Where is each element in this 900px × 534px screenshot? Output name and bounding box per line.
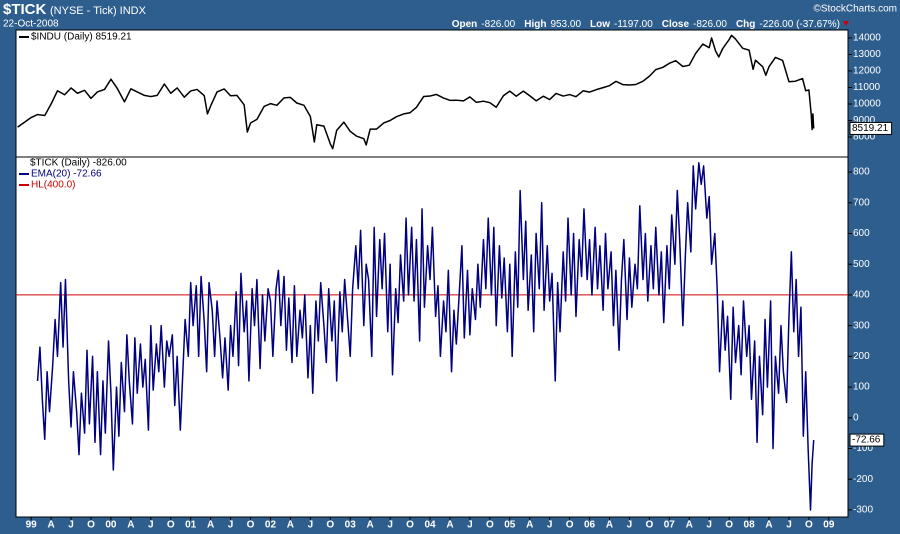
y-tick-label: 11000	[853, 82, 881, 93]
x-tick-label: J	[706, 520, 712, 531]
last-value-label: 8519.21	[852, 123, 889, 134]
y-tick-label: -100	[853, 443, 873, 454]
x-tick-label: J	[68, 520, 74, 531]
quote-value: 953.00	[550, 19, 581, 30]
x-tick-label: J	[467, 520, 473, 531]
quote-value: -826.00	[481, 19, 515, 30]
x-tick-label: A	[606, 520, 613, 531]
x-tick-label: A	[47, 520, 54, 531]
x-tick-label: 09	[823, 520, 835, 531]
x-tick-label: O	[805, 520, 813, 531]
y-tick-label: 200	[853, 351, 870, 362]
y-tick-label: 14000	[853, 33, 881, 44]
x-tick-label: A	[526, 520, 533, 531]
change-arrow	[843, 21, 849, 26]
x-tick-label: O	[725, 520, 733, 531]
x-tick-label: J	[308, 520, 314, 531]
symbol: $TICK	[3, 1, 47, 18]
x-tick-label: O	[87, 520, 95, 531]
credit: ©StockCharts.com	[813, 4, 897, 15]
y-tick-label: 300	[853, 320, 870, 331]
panel-title: $TICK (Daily) -826.00	[30, 158, 127, 169]
quote-value: -826.00	[693, 19, 727, 30]
y-tick-label: 400	[853, 290, 870, 301]
x-tick-label: A	[127, 520, 134, 531]
series-line	[36, 162, 815, 511]
quote-label: Chg	[736, 19, 755, 30]
y-tick-label: 8000	[853, 132, 876, 143]
legend-label: EMA(20) -72.66	[31, 169, 102, 180]
date: 22-Oct-2008	[3, 19, 59, 30]
x-tick-label: 01	[185, 520, 197, 531]
x-tick-label: A	[686, 520, 693, 531]
x-tick-label: 05	[504, 520, 516, 531]
series-line	[17, 34, 815, 150]
x-tick-label: J	[148, 520, 154, 531]
y-tick-label: 500	[853, 259, 870, 270]
x-tick-label: O	[326, 520, 334, 531]
y-tick-label: 800	[853, 167, 870, 178]
y-tick-label: 10000	[853, 99, 881, 110]
last-value-box	[849, 121, 893, 135]
quote-label: Close	[662, 19, 690, 30]
x-tick-label: O	[645, 520, 653, 531]
y-tick-label: 12000	[853, 66, 881, 77]
x-tick-label: 02	[265, 520, 277, 531]
x-tick-label: O	[486, 520, 494, 531]
x-tick-label: J	[786, 520, 792, 531]
x-tick-label: O	[566, 520, 574, 531]
x-tick-label: 04	[424, 520, 436, 531]
y-tick-label: 700	[853, 197, 870, 208]
description: (NYSE - Tick) INDX	[50, 5, 147, 17]
x-tick-label: 99	[26, 520, 38, 531]
x-tick-label: A	[765, 520, 772, 531]
quote-value: -1197.00	[614, 19, 653, 30]
x-tick-label: 00	[105, 520, 117, 531]
x-tick-label: O	[167, 520, 175, 531]
panel	[15, 156, 849, 518]
x-tick-label: A	[287, 520, 294, 531]
x-tick-label: 08	[744, 520, 756, 531]
x-tick-label: A	[446, 520, 453, 531]
quote-label: Low	[590, 19, 610, 30]
legend-label: HL(400.0)	[31, 180, 75, 191]
legend-label: $INDU (Daily) 8519.21	[31, 32, 132, 43]
x-tick-label: A	[207, 520, 214, 531]
last-value-box	[849, 433, 885, 447]
x-tick-label: O	[247, 520, 255, 531]
x-tick-label: J	[627, 520, 633, 531]
x-tick-label: 03	[345, 520, 357, 531]
quote-label: High	[524, 19, 546, 30]
y-tick-label: -300	[853, 505, 873, 516]
x-tick-label: 07	[664, 520, 676, 531]
quote-label: Open	[452, 19, 478, 30]
quote: Open -826.00 High 953.00 Low -1197.00 Close -82…	[452, 19, 840, 30]
x-tick-label: J	[387, 520, 393, 531]
y-tick-label: -200	[853, 474, 873, 485]
y-tick-label: 9000	[853, 115, 876, 126]
last-value-label: -72.66	[852, 435, 881, 446]
quote-value: -226.00 (-37.67%)	[759, 19, 840, 30]
panel	[15, 29, 849, 158]
x-tick-label: A	[367, 520, 374, 531]
y-tick-label: 600	[853, 228, 870, 239]
y-tick-label: 0	[853, 412, 859, 423]
y-tick-label: 100	[853, 382, 870, 393]
x-tick-label: J	[228, 520, 234, 531]
x-tick-label: 06	[584, 520, 596, 531]
x-tick-label: J	[547, 520, 553, 531]
x-tick-label: O	[406, 520, 414, 531]
y-tick-label: 13000	[853, 49, 881, 60]
